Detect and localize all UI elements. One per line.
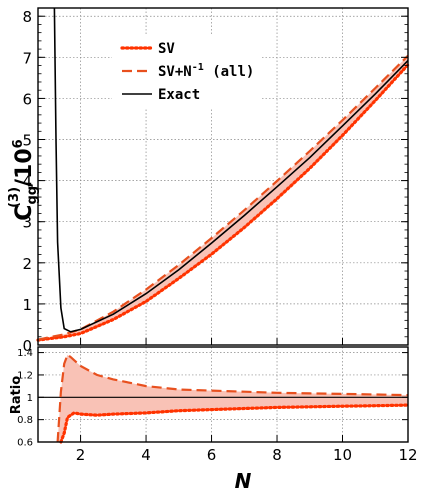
- ratio-ytick-label-1.4: 1.4: [17, 348, 33, 359]
- ratio-ytick-label-1.2: 1.2: [17, 370, 33, 381]
- xtick-label-12: 12: [398, 446, 417, 464]
- ratio-ticks: 2 4 6 8 10 12 0.6 0.8 1 1.2 1.4: [17, 348, 417, 464]
- main-frame: [37, 7, 409, 346]
- ratio-frame: [37, 346, 409, 443]
- ratio-y-axis-title: Ratio: [9, 376, 24, 414]
- main-ytick-label-5: 5: [22, 132, 32, 150]
- main-ytick-label-0: 0: [22, 337, 32, 355]
- main-ytick-label-2: 2: [22, 255, 32, 273]
- legend-label-sv-n-sup: -1: [192, 62, 204, 73]
- legend-label-sv-n-main: SV+N: [158, 64, 192, 80]
- main-ytick-label-4: 4: [22, 173, 32, 191]
- ratio-ytick-label-0.8: 0.8: [17, 415, 33, 426]
- legend-label-sv-n: SV+N-1 (all): [158, 62, 254, 80]
- ratio-band: [57, 354, 408, 442]
- main-ytick-label-7: 7: [22, 49, 32, 67]
- ratio-series-sv-n-1-all: [56, 353, 409, 443]
- xtick-label-4: 4: [141, 446, 151, 464]
- xtick-label-2: 2: [76, 446, 86, 464]
- series-sv: [36, 63, 410, 342]
- main-ytick-label-1: 1: [22, 296, 32, 314]
- ratio-band-fill: [57, 354, 408, 442]
- legend-label-sv: SV: [158, 41, 175, 57]
- series-sv-n-1-all: [37, 54, 409, 341]
- ylabel-main: C: [12, 205, 37, 221]
- ylabel-sub: gg: [25, 186, 40, 205]
- ylabel-rest: /10: [12, 148, 37, 187]
- xtick-label-10: 10: [333, 446, 352, 464]
- ratio-ytick-label-1: 1: [27, 393, 33, 404]
- x-axis-title: N: [235, 469, 252, 493]
- main-y-axis-title: Cgg(3)/106: [7, 139, 40, 220]
- main-ticks: 0 1 2 3 4 5 6 7 8: [22, 8, 409, 355]
- main-ytick-label-8: 8: [22, 8, 32, 26]
- ylabel-sup: (3): [7, 187, 22, 208]
- ratio-ytick-label-0.6: 0.6: [17, 438, 33, 449]
- series-exact: [53, 7, 409, 333]
- ratio-lines: [38, 353, 410, 444]
- legend: SV SV+N-1 (all) Exact: [112, 36, 262, 108]
- ratio-series-sv: [59, 403, 410, 444]
- main-ytick-label-3: 3: [22, 214, 32, 232]
- xtick-label-6: 6: [207, 446, 217, 464]
- xtick-label-8: 8: [272, 446, 282, 464]
- legend-label-sv-n-suffix: (all): [204, 64, 255, 80]
- ylabel-exp: 6: [11, 139, 26, 148]
- main-ytick-label-6: 6: [22, 90, 32, 108]
- legend-label-exact: Exact: [158, 87, 200, 103]
- main-lines: [36, 7, 410, 342]
